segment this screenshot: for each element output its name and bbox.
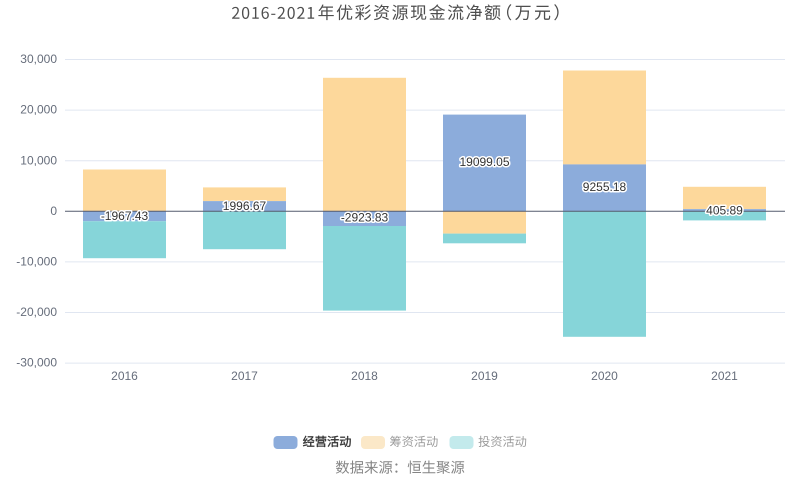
svg-text:2017: 2017 (231, 369, 258, 383)
svg-text:0: 0 (50, 204, 57, 218)
svg-text:-20,000: -20,000 (16, 305, 57, 319)
svg-text:405.89: 405.89 (706, 204, 743, 218)
svg-text:1996.67: 1996.67 (223, 199, 267, 213)
svg-text:-2923.83: -2923.83 (341, 210, 389, 224)
svg-text:9255.18: 9255.18 (583, 180, 627, 194)
svg-text:2018: 2018 (351, 369, 378, 383)
svg-text:-10,000: -10,000 (16, 255, 57, 269)
svg-text:20,000: 20,000 (20, 103, 57, 117)
svg-text:-1967.43: -1967.43 (101, 209, 149, 223)
svg-text:30,000: 30,000 (20, 52, 57, 66)
svg-text:2021: 2021 (711, 369, 738, 383)
svg-text:10,000: 10,000 (20, 153, 57, 167)
svg-text:19099.05: 19099.05 (459, 155, 509, 169)
svg-text:2019: 2019 (471, 369, 498, 383)
svg-text:2016: 2016 (111, 369, 138, 383)
svg-text:2020: 2020 (591, 369, 618, 383)
svg-text:-30,000: -30,000 (16, 356, 57, 370)
